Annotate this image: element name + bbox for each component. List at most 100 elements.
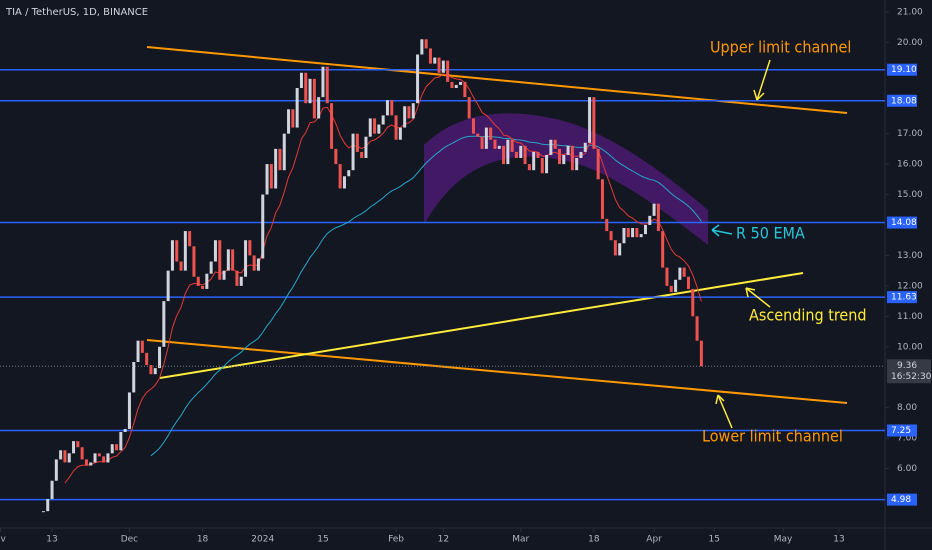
candle xyxy=(506,139,510,165)
level-label: 14.08 xyxy=(891,218,917,228)
candle xyxy=(360,151,364,159)
y-tick-label: 7.00 xyxy=(897,434,917,444)
y-tick-label: 11.00 xyxy=(897,312,923,322)
candle xyxy=(373,118,377,134)
candle xyxy=(407,106,411,119)
x-tick-label: May xyxy=(774,535,793,545)
candle xyxy=(480,136,484,149)
candle xyxy=(317,97,321,119)
candle xyxy=(446,60,450,82)
candle xyxy=(549,139,553,155)
candle xyxy=(102,456,106,463)
candle xyxy=(514,151,518,159)
candle xyxy=(600,179,604,219)
candle xyxy=(50,480,54,499)
candle xyxy=(433,57,437,64)
candle xyxy=(325,66,329,104)
candle xyxy=(239,276,243,286)
y-tick-label: 12.00 xyxy=(897,281,923,291)
y-tick-label: 10.00 xyxy=(897,342,923,352)
annotation-arrow xyxy=(715,394,733,429)
candle xyxy=(158,346,162,369)
candle xyxy=(261,194,265,259)
candle xyxy=(699,340,703,367)
candle xyxy=(179,261,183,271)
candle xyxy=(222,270,226,280)
x-tick-label: Feb xyxy=(388,535,404,545)
candle xyxy=(403,106,407,128)
candle xyxy=(59,450,63,460)
x-tick-label: 2024 xyxy=(251,535,274,545)
x-tick-label: 13 xyxy=(833,535,844,545)
candle xyxy=(162,301,166,347)
candle xyxy=(93,453,97,463)
level-label-box xyxy=(887,63,917,76)
candle xyxy=(596,148,600,180)
candle xyxy=(63,450,67,463)
candle xyxy=(463,81,467,98)
candle xyxy=(269,164,273,189)
annotation: Upper limit channel xyxy=(710,38,851,57)
candle xyxy=(218,240,222,280)
candle xyxy=(493,139,497,149)
y-tick-label: 17.00 xyxy=(897,129,923,139)
candle xyxy=(527,164,531,171)
x-tick-label: 18 xyxy=(588,535,600,545)
level-label-box xyxy=(887,493,917,506)
candle xyxy=(80,447,84,460)
candle xyxy=(622,228,626,244)
level-label: 7.25 xyxy=(891,426,911,436)
candle xyxy=(484,127,488,149)
y-tick-label: 6.00 xyxy=(897,464,917,474)
candle xyxy=(136,340,140,362)
candle xyxy=(648,215,652,225)
candle xyxy=(183,231,187,271)
annotation: Lower limit channel xyxy=(702,427,843,446)
candle xyxy=(416,54,420,104)
ascending-trend-line xyxy=(159,272,804,379)
candle xyxy=(54,459,58,481)
candle xyxy=(510,139,514,152)
candle xyxy=(205,273,209,289)
candle xyxy=(674,279,678,292)
candle xyxy=(613,240,617,256)
candle xyxy=(398,127,402,140)
candle xyxy=(166,270,170,302)
candle xyxy=(519,145,523,159)
candle xyxy=(97,453,101,457)
candle xyxy=(252,255,256,271)
annotation-arrow xyxy=(711,224,733,237)
candle xyxy=(140,340,144,353)
candle xyxy=(441,60,445,73)
candle xyxy=(342,176,346,189)
candle xyxy=(282,133,286,171)
candle xyxy=(299,72,303,88)
candle xyxy=(428,48,432,64)
candle xyxy=(209,261,213,274)
candle xyxy=(287,109,291,134)
candle xyxy=(437,57,441,73)
y-tick-label: 20.00 xyxy=(897,38,923,48)
annotation: R 50 EMA xyxy=(736,224,805,243)
candle xyxy=(72,441,76,454)
level-label: 4.98 xyxy=(891,495,911,505)
x-tick-label: ov xyxy=(0,535,7,545)
y-tick-label: 21.00 xyxy=(897,7,923,17)
candle xyxy=(84,459,88,466)
candle xyxy=(420,39,424,55)
candle xyxy=(244,240,248,277)
candle xyxy=(545,154,549,174)
candle xyxy=(67,453,71,463)
candle xyxy=(678,267,682,280)
candle xyxy=(192,246,196,277)
candle xyxy=(450,81,454,88)
annotation: Ascending trend xyxy=(749,306,867,325)
candle xyxy=(115,444,119,451)
level-label: 11.63 xyxy=(891,293,917,303)
annotation-arrow xyxy=(745,287,771,308)
countdown: 16:52:30 xyxy=(891,372,932,382)
candle xyxy=(695,316,699,341)
candle xyxy=(265,164,269,195)
candle xyxy=(476,133,480,137)
candle xyxy=(570,145,574,171)
